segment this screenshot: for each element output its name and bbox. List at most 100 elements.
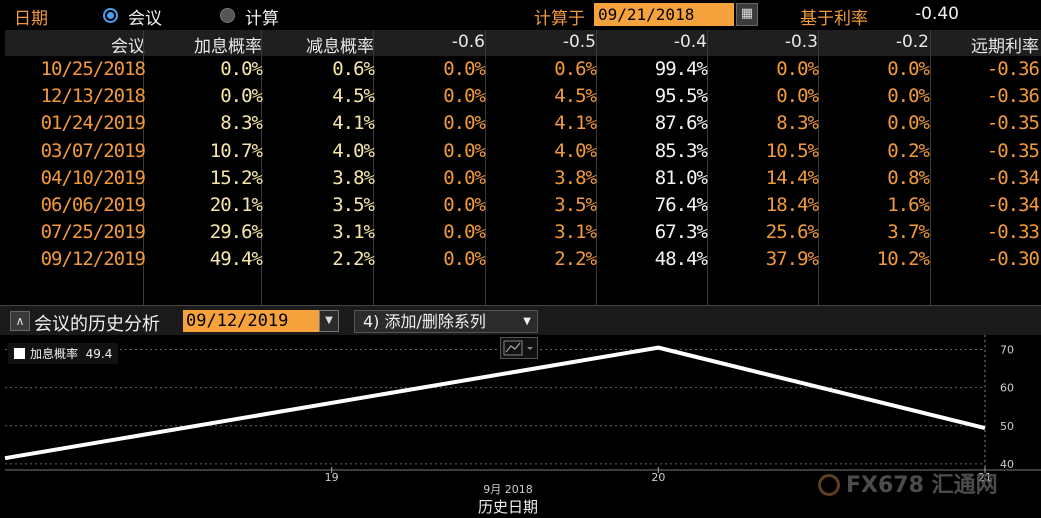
cell-cut-prob: 3.1% — [332, 221, 375, 244]
column-divider — [143, 30, 144, 305]
column-divider — [373, 30, 374, 305]
cell-prob-neg06: 0.0% — [443, 58, 486, 80]
x-axis-title: 历史日期 — [478, 498, 538, 516]
cell-prob-neg04: 81.0% — [654, 166, 708, 189]
cell-prob-neg06: 0.0% — [443, 248, 486, 271]
chart-type-button[interactable] — [500, 337, 538, 359]
cell-prob-neg06: 0.0% — [443, 166, 486, 189]
table-row[interactable]: 06/06/2019 20.1% 3.5% 0.0% 3.5% 76.4% 18.4% 1.6… — [5, 192, 1041, 219]
cell-forward-rate: -0.36 — [986, 85, 1040, 108]
cell-prob-neg02: 0.2% — [887, 139, 930, 162]
header-meeting[interactable]: 会议 — [111, 37, 145, 57]
cell-meeting-date: 03/07/2019 — [40, 139, 146, 162]
cell-prob-neg04: 95.5% — [654, 85, 708, 108]
cell-prob-neg06: 0.0% — [443, 85, 486, 108]
cell-prob-neg05: 4.1% — [554, 112, 597, 135]
cell-hike-prob: 29.6% — [209, 221, 263, 244]
cell-cut-prob: 2.2% — [332, 248, 375, 271]
column-divider — [930, 30, 931, 305]
cell-cut-prob: 4.1% — [332, 112, 375, 135]
cell-prob-neg02: 0.8% — [887, 166, 930, 189]
y-tick-label: 60 — [1000, 382, 1014, 395]
cell-prob-neg03: 18.4% — [765, 194, 819, 216]
table-row[interactable]: 01/24/2019 8.3% 4.1% 0.0% 4.1% 87.6% 8.3% 0.0% -… — [5, 110, 1041, 137]
history-date-dropdown[interactable]: ▼ — [319, 310, 339, 332]
header-forward-rate[interactable]: 远期利率 — [971, 37, 1039, 57]
cell-forward-rate: -0.34 — [986, 194, 1040, 216]
cell-prob-neg04: 99.4% — [654, 58, 708, 80]
cell-meeting-date: 10/25/2018 — [40, 58, 146, 80]
cell-forward-rate: -0.34 — [986, 166, 1040, 189]
calc-on-label: 计算于 — [534, 9, 585, 29]
header-rate-neg02[interactable]: -0.2 — [895, 32, 929, 52]
table-row[interactable]: 03/07/2019 10.7% 4.0% 0.0% 4.0% 85.3% 10.5% 0.2… — [5, 138, 1041, 165]
radio-calc-label[interactable]: 计算 — [245, 9, 279, 29]
cell-cut-prob: 4.5% — [332, 85, 375, 108]
header-hike-prob[interactable]: 加息概率 — [194, 37, 262, 57]
date-label: 日期 — [14, 9, 48, 29]
header-rate-neg03[interactable]: -0.3 — [784, 32, 818, 52]
cell-prob-neg05: 2.2% — [554, 248, 597, 271]
table-header: 会议 加息概率 减息概率 -0.6 -0.5 -0.4 -0.3 -0.2 远期… — [5, 30, 1041, 57]
cell-prob-neg06: 0.0% — [443, 221, 486, 244]
cell-prob-neg05: 3.5% — [554, 194, 597, 216]
cell-prob-neg02: 10.2% — [876, 248, 930, 271]
cell-meeting-date: 06/06/2019 — [40, 194, 146, 216]
legend-value: 49.4 — [85, 347, 113, 361]
history-title: 会议的历史分析 — [34, 314, 160, 335]
series-line — [4, 345, 986, 461]
radio-calc[interactable] — [220, 8, 235, 23]
cell-hike-prob: 0.0% — [220, 85, 263, 108]
cell-prob-neg04: 76.4% — [654, 194, 708, 216]
header-cut-prob[interactable]: 减息概率 — [306, 37, 374, 57]
y-tick-label: 50 — [1000, 420, 1014, 433]
calendar-icon[interactable]: ▦ — [736, 3, 758, 26]
cell-forward-rate: -0.36 — [986, 58, 1040, 80]
cell-prob-neg02: 1.6% — [887, 194, 930, 216]
cell-forward-rate: -0.33 — [986, 221, 1040, 244]
chart-legend: 加息概率 49.4 — [8, 343, 119, 364]
cell-meeting-date: 01/24/2019 — [40, 112, 146, 135]
watermark-logo-icon — [818, 474, 840, 496]
cell-prob-neg04: 67.3% — [654, 221, 708, 244]
cell-prob-neg02: 0.0% — [887, 112, 930, 135]
watermark: FX678 汇通网 — [818, 467, 998, 499]
cell-prob-neg05: 0.6% — [554, 58, 597, 80]
radio-meeting[interactable] — [103, 8, 118, 23]
cell-cut-prob: 3.8% — [332, 166, 375, 189]
y-tick-label: 70 — [1000, 344, 1014, 357]
header-rate-neg05[interactable]: -0.5 — [562, 32, 596, 52]
collapse-chevron-icon[interactable]: ∧ — [10, 311, 30, 331]
table-row[interactable]: 10/25/2018 0.0% 0.6% 0.0% 0.6% 99.4% 0.0% 0.0% -… — [5, 56, 1041, 83]
cell-meeting-date: 12/13/2018 — [40, 85, 146, 108]
base-rate-value: -0.40 — [915, 4, 959, 24]
table-row[interactable]: 09/12/2019 49.4% 2.2% 0.0% 2.2% 48.4% 37.9% 10.… — [5, 246, 1041, 273]
radio-meeting-label[interactable]: 会议 — [128, 9, 162, 29]
cell-hike-prob: 20.1% — [209, 194, 263, 216]
legend-label: 加息概率 — [30, 347, 79, 361]
y-tick-label: 40 — [1000, 458, 1014, 471]
calc-date-input[interactable]: 09/21/2018 — [594, 3, 734, 26]
column-divider — [261, 30, 262, 305]
x-tick-label: 21 — [978, 471, 992, 484]
table-row[interactable]: 07/25/2019 29.6% 3.1% 0.0% 3.1% 67.3% 25.6% 3.7… — [5, 219, 1041, 246]
cell-prob-neg04: 85.3% — [654, 139, 708, 162]
cell-prob-neg03: 14.4% — [765, 166, 819, 189]
line-chart-icon — [503, 340, 533, 356]
add-remove-series-label: 4) 添加/删除系列 — [363, 312, 486, 331]
table-row[interactable]: 04/10/2019 15.2% 3.8% 0.0% 3.8% 81.0% 14.4% 0.8… — [5, 165, 1041, 192]
history-analysis-bar: ∧ 会议的历史分析 09/12/2019 ▼ 4) 添加/删除系列 ▼ — [0, 305, 1041, 335]
top-toolbar: 日期 会议 计算 计算于 09/21/2018 ▦ 基于利率 -0.40 — [0, 0, 1041, 30]
history-date-input[interactable]: 09/12/2019 — [183, 310, 319, 332]
cell-cut-prob: 4.0% — [332, 139, 375, 162]
header-rate-neg06[interactable]: -0.6 — [451, 32, 485, 52]
header-rate-neg04[interactable]: -0.4 — [673, 32, 707, 52]
history-chart[interactable]: 40 50 60 70 19 20 21 9月 2018 历史日期 加息概率 49.4 FX67… — [0, 335, 1041, 518]
table-row[interactable]: 12/13/2018 0.0% 4.5% 0.0% 4.5% 95.5% 0.0% 0.0% -… — [5, 83, 1041, 110]
cell-prob-neg02: 0.0% — [887, 58, 930, 80]
column-divider — [818, 30, 819, 305]
column-divider — [707, 30, 708, 305]
cell-prob-neg06: 0.0% — [443, 139, 486, 162]
cell-prob-neg03: 37.9% — [765, 248, 819, 271]
add-remove-series-button[interactable]: 4) 添加/删除系列 ▼ — [354, 310, 538, 333]
